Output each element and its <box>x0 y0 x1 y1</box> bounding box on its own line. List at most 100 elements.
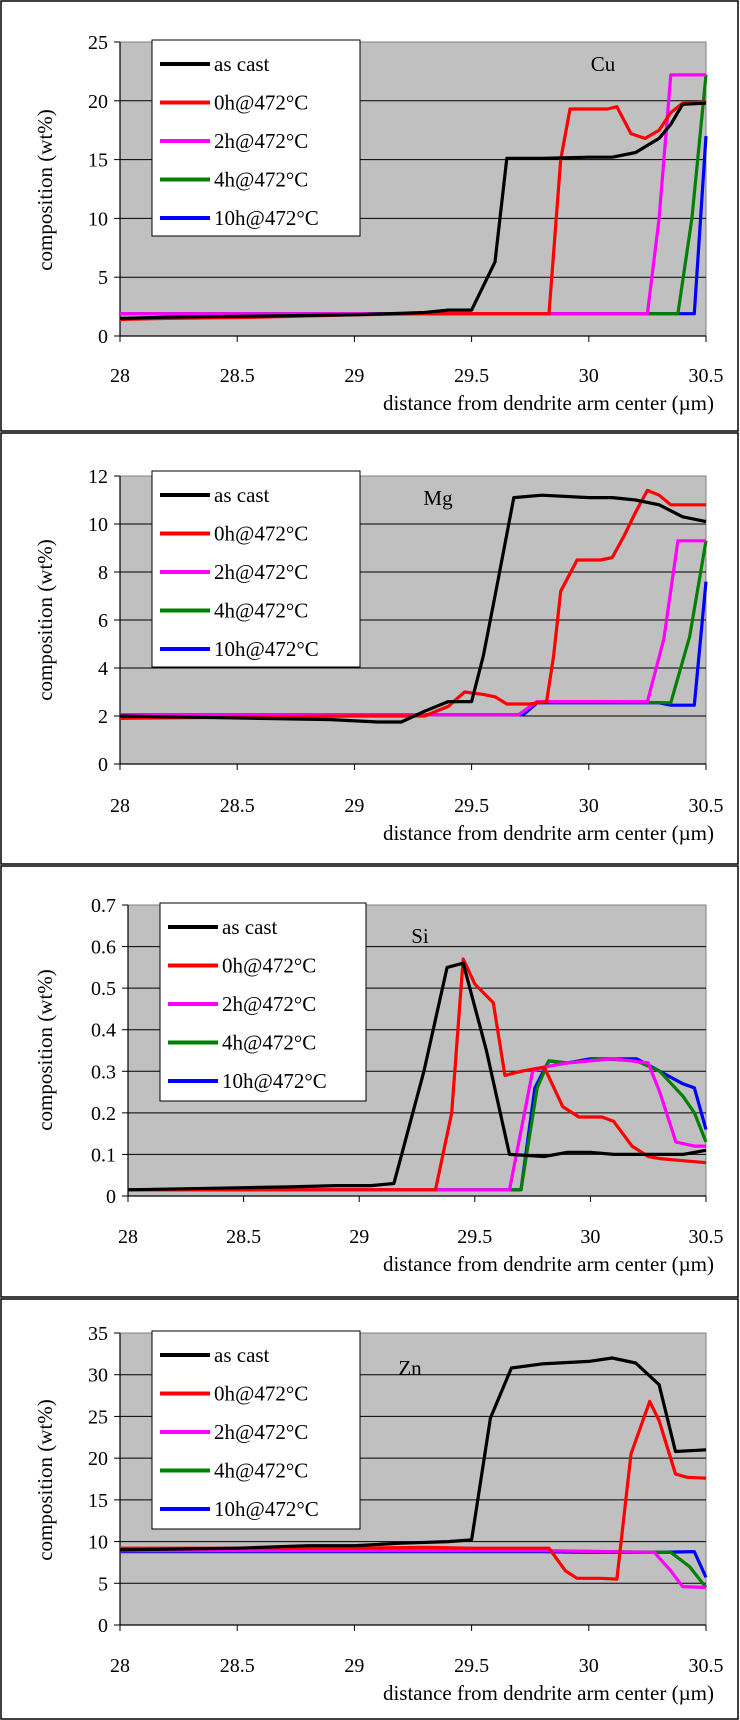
y-tick-label: 8 <box>98 562 108 584</box>
legend-label: 0h@472°C <box>214 91 308 115</box>
legend-label: as cast <box>214 483 270 507</box>
x-tick-label: 28 <box>110 1655 130 1677</box>
y-tick-label: 0 <box>106 1186 116 1208</box>
x-tick-label: 30 <box>579 795 599 817</box>
x-axis-title: distance from dendrite arm center (µm) <box>383 1252 714 1276</box>
legend-label: 4h@472°C <box>214 168 308 192</box>
x-axis-title: distance from dendrite arm center (µm) <box>383 1681 714 1705</box>
y-tick-label: 5 <box>98 1573 108 1595</box>
x-tick-label: 30.5 <box>689 795 724 817</box>
y-tick-label: 15 <box>88 1490 108 1512</box>
y-tick-label: 0 <box>98 754 108 776</box>
legend-label: 2h@472°C <box>214 129 308 153</box>
chart-panel-mg: 0 2 4 6 8 10 12 28 28.5 29 29.5 30 30.5 Mg as cast 0h@4… <box>0 432 739 865</box>
panel-frame <box>0 1298 739 1720</box>
y-tick-label: 25 <box>88 32 108 54</box>
legend-box <box>151 39 361 237</box>
x-tick-label: 29.5 <box>454 1655 489 1677</box>
y-axis-title: composition (wt%) <box>33 109 57 271</box>
x-tick-label: 30 <box>580 1226 600 1248</box>
chart-panel-si: 0 0.1 0.2 0.3 0.4 0.5 0.6 0.7 28 28.5 29 29.5 30 30.5… <box>0 865 739 1298</box>
x-tick-label: 29 <box>349 1226 369 1248</box>
x-tick-label: 28.5 <box>220 365 255 387</box>
y-tick-label: 12 <box>88 466 108 488</box>
y-tick-label: 0.5 <box>91 978 116 1000</box>
x-tick-label: 28.5 <box>226 1226 261 1248</box>
y-tick-label: 20 <box>88 1448 108 1470</box>
x-tick-label: 29 <box>344 1655 364 1677</box>
legend-label: as cast <box>214 52 270 76</box>
element-label: Cu <box>591 52 616 76</box>
x-tick-label: 30.5 <box>689 365 724 387</box>
y-tick-label: 25 <box>88 1406 108 1428</box>
y-tick-label: 15 <box>88 150 108 172</box>
legend-label: 4h@472°C <box>222 1031 316 1055</box>
chart-panel-zn: 0 5 10 15 20 25 30 35 28 28.5 29 29.5 30 30.5 Zn as cas… <box>0 1298 739 1720</box>
y-tick-label: 2 <box>98 706 108 728</box>
x-axis-title: distance from dendrite arm center (µm) <box>383 821 714 845</box>
y-tick-label: 0.3 <box>91 1061 116 1083</box>
x-tick-label: 29.5 <box>454 795 489 817</box>
series-line-2h-472-c <box>120 539 706 717</box>
y-tick-label: 0.6 <box>91 937 116 959</box>
x-tick-label: 28 <box>110 365 130 387</box>
legend-label: 10h@472°C <box>214 637 319 661</box>
series-line-as-cast <box>119 493 707 724</box>
y-tick-label: 20 <box>88 91 108 113</box>
series-line-as-cast <box>119 101 707 320</box>
x-tick-label: 30.5 <box>689 1655 724 1677</box>
y-axis-title: composition (wt%) <box>33 1399 57 1561</box>
x-tick-label: 28.5 <box>220 795 255 817</box>
legend-label: 0h@472°C <box>214 1382 308 1406</box>
x-tick-label: 28.5 <box>220 1655 255 1677</box>
legend-label: 2h@472°C <box>214 1420 308 1444</box>
x-tick-label: 30.5 <box>689 1226 724 1248</box>
element-label: Si <box>411 924 429 948</box>
x-tick-label: 29 <box>344 795 364 817</box>
series-line-2h-472-c <box>128 1057 706 1192</box>
y-tick-label: 30 <box>88 1365 108 1387</box>
x-tick-label: 28 <box>110 795 130 817</box>
element-label: Zn <box>398 1356 422 1380</box>
y-tick-label: 0.7 <box>91 895 116 917</box>
x-tick-label: 30 <box>579 365 599 387</box>
legend-label: 10h@472°C <box>214 206 319 230</box>
legend-label: 0h@472°C <box>214 522 308 546</box>
legend-label: 10h@472°C <box>222 1069 327 1093</box>
y-tick-label: 0 <box>98 1615 108 1637</box>
legend-label: 2h@472°C <box>222 992 316 1016</box>
element-label: Mg <box>423 486 453 510</box>
y-tick-label: 0 <box>98 326 108 348</box>
y-tick-label: 4 <box>98 658 108 680</box>
x-tick-label: 29.5 <box>454 365 489 387</box>
panel-frame <box>0 0 739 432</box>
y-axis-title: composition (wt%) <box>33 539 57 701</box>
series-line-as-cast <box>119 1356 707 1552</box>
legend-label: 10h@472°C <box>214 1497 319 1521</box>
legend-box <box>151 470 361 668</box>
chart-panel-cu: 0 5 10 15 20 25 28 28.5 29 29.5 30 30.5 Cu as cast 0h@… <box>0 0 739 432</box>
y-tick-label: 35 <box>88 1323 108 1345</box>
legend-label: as cast <box>214 1343 270 1367</box>
y-axis-title: composition (wt%) <box>33 969 57 1131</box>
x-tick-label: 29.5 <box>457 1226 492 1248</box>
legend-label: 2h@472°C <box>214 560 308 584</box>
y-tick-label: 10 <box>88 1532 108 1554</box>
y-tick-label: 10 <box>88 514 108 536</box>
legend-label: 0h@472°C <box>222 954 316 978</box>
panel-frame <box>0 865 739 1298</box>
series-line-0h-472-c <box>120 1399 707 1581</box>
y-tick-label: 0.2 <box>91 1103 116 1125</box>
x-tick-label: 30 <box>579 1655 599 1677</box>
y-tick-label: 0.4 <box>91 1020 116 1042</box>
series-line-2h-472-c <box>120 1549 707 1590</box>
series-line-as-cast <box>127 961 707 1192</box>
panel-frame <box>0 432 739 865</box>
y-tick-label: 5 <box>98 267 108 289</box>
x-tick-label: 29 <box>344 365 364 387</box>
y-tick-label: 0.1 <box>91 1144 116 1166</box>
legend-label: 4h@472°C <box>214 599 308 623</box>
legend-label: 4h@472°C <box>214 1459 308 1483</box>
x-axis-title: distance from dendrite arm center (µm) <box>383 391 714 415</box>
series-line-0h-472-c <box>128 957 707 1192</box>
